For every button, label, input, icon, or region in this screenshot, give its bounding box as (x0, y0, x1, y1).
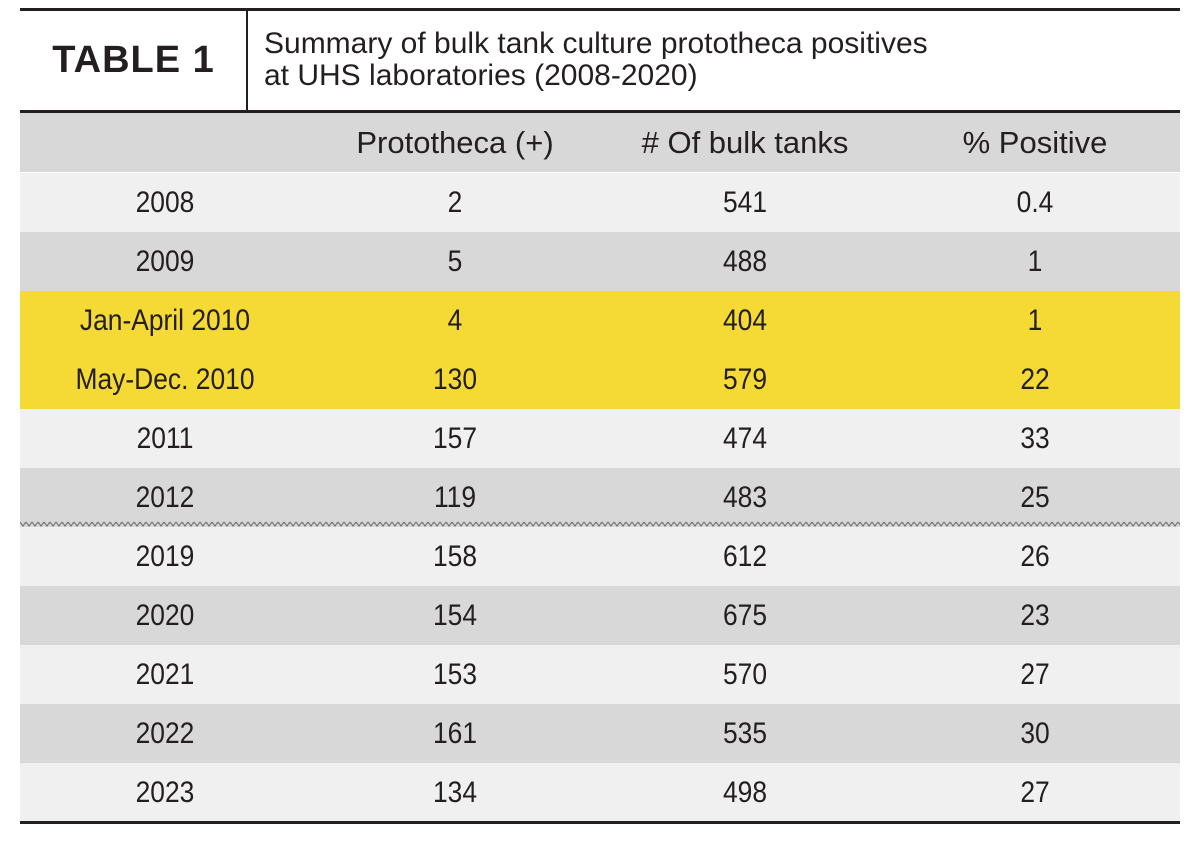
table-cell: 4 (447, 303, 463, 337)
table-cell: 161 (432, 716, 478, 750)
title-line: Summary of bulk tank culture prototheca … (264, 27, 928, 60)
table-cell: 535 (722, 716, 768, 750)
table-row: Jan-April 2010 4 404 1 (20, 291, 1180, 350)
table-cell: 0.4 (1016, 185, 1054, 219)
top-rule (20, 8, 1180, 11)
table-cell: 22 (1020, 362, 1050, 396)
table-cell: 134 (432, 775, 478, 809)
table-cell: 2012 (135, 480, 195, 514)
table-cell: 5 (447, 244, 463, 278)
table-cell: 675 (722, 598, 768, 632)
table-cell: 27 (1020, 657, 1050, 691)
table-row: 2012 119 483 25 (20, 468, 1180, 527)
table-row: 2023 134 498 27 (20, 763, 1180, 822)
table-cell: 27 (1020, 775, 1050, 809)
divider (246, 10, 248, 110)
table-cell: 33 (1020, 421, 1050, 455)
table-cell: Jan-April 2010 (79, 303, 251, 337)
table-cell: 30 (1020, 716, 1050, 750)
break-line (20, 519, 1180, 529)
table-cell: 474 (722, 421, 768, 455)
table-cell: 1 (1027, 303, 1043, 337)
table-cell: 157 (432, 421, 478, 455)
table-cell: 2022 (135, 716, 195, 750)
table-row: May-Dec. 2010 130 579 22 (20, 350, 1180, 409)
table-row: 2019 158 612 26 (20, 527, 1180, 586)
table-cell: 579 (722, 362, 768, 396)
table-cell: 2020 (135, 598, 195, 632)
table-row: 2008 2 541 0.4 (20, 173, 1180, 232)
table-cell: May-Dec. 2010 (75, 362, 255, 396)
table-row: 2011 157 474 33 (20, 409, 1180, 468)
table-cell: 2009 (135, 244, 195, 278)
column-header: Prototheca (+) (356, 124, 554, 160)
table-cell: 23 (1020, 598, 1050, 632)
table-cell: 2 (447, 185, 463, 219)
header-rule (20, 110, 1180, 113)
table-cell: 154 (432, 598, 478, 632)
table-cell: 570 (722, 657, 768, 691)
table-row: 2009 5 488 1 (20, 232, 1180, 291)
table-cell: 26 (1020, 539, 1050, 573)
table-cell: 2008 (135, 185, 195, 219)
table-label: TABLE 1 (52, 38, 215, 81)
title-line: at UHS laboratories (2008-2020) (264, 59, 698, 92)
table-cell: 483 (722, 480, 768, 514)
table-cell: 158 (432, 539, 478, 573)
table-cell: 1 (1027, 244, 1043, 278)
table-cell: 498 (722, 775, 768, 809)
table-cell: 488 (722, 244, 768, 278)
bottom-rule (20, 821, 1180, 824)
column-header (20, 113, 310, 172)
table-row: Prototheca (+) # Of bulk tanks % Positive (20, 113, 1180, 172)
table-title: Summary of bulk tank culture prototheca … (264, 28, 928, 92)
column-header: # Of bulk tanks (641, 124, 849, 160)
table-cell: 153 (432, 657, 478, 691)
table-cell: 2019 (135, 539, 195, 573)
table-row: 2021 153 570 27 (20, 645, 1180, 704)
column-header: % Positive (962, 124, 1108, 160)
table-cell: 2021 (135, 657, 195, 691)
table-row: 2020 154 675 23 (20, 586, 1180, 645)
table-cell: 541 (722, 185, 768, 219)
table-cell: 130 (432, 362, 478, 396)
table-row: 2022 161 535 30 (20, 704, 1180, 763)
table-cell: 25 (1020, 480, 1050, 514)
table-cell: 2011 (136, 421, 194, 455)
table-cell: 119 (433, 480, 477, 514)
table-cell: 612 (722, 539, 768, 573)
table-cell: 2023 (135, 775, 195, 809)
table-cell: 404 (722, 303, 768, 337)
